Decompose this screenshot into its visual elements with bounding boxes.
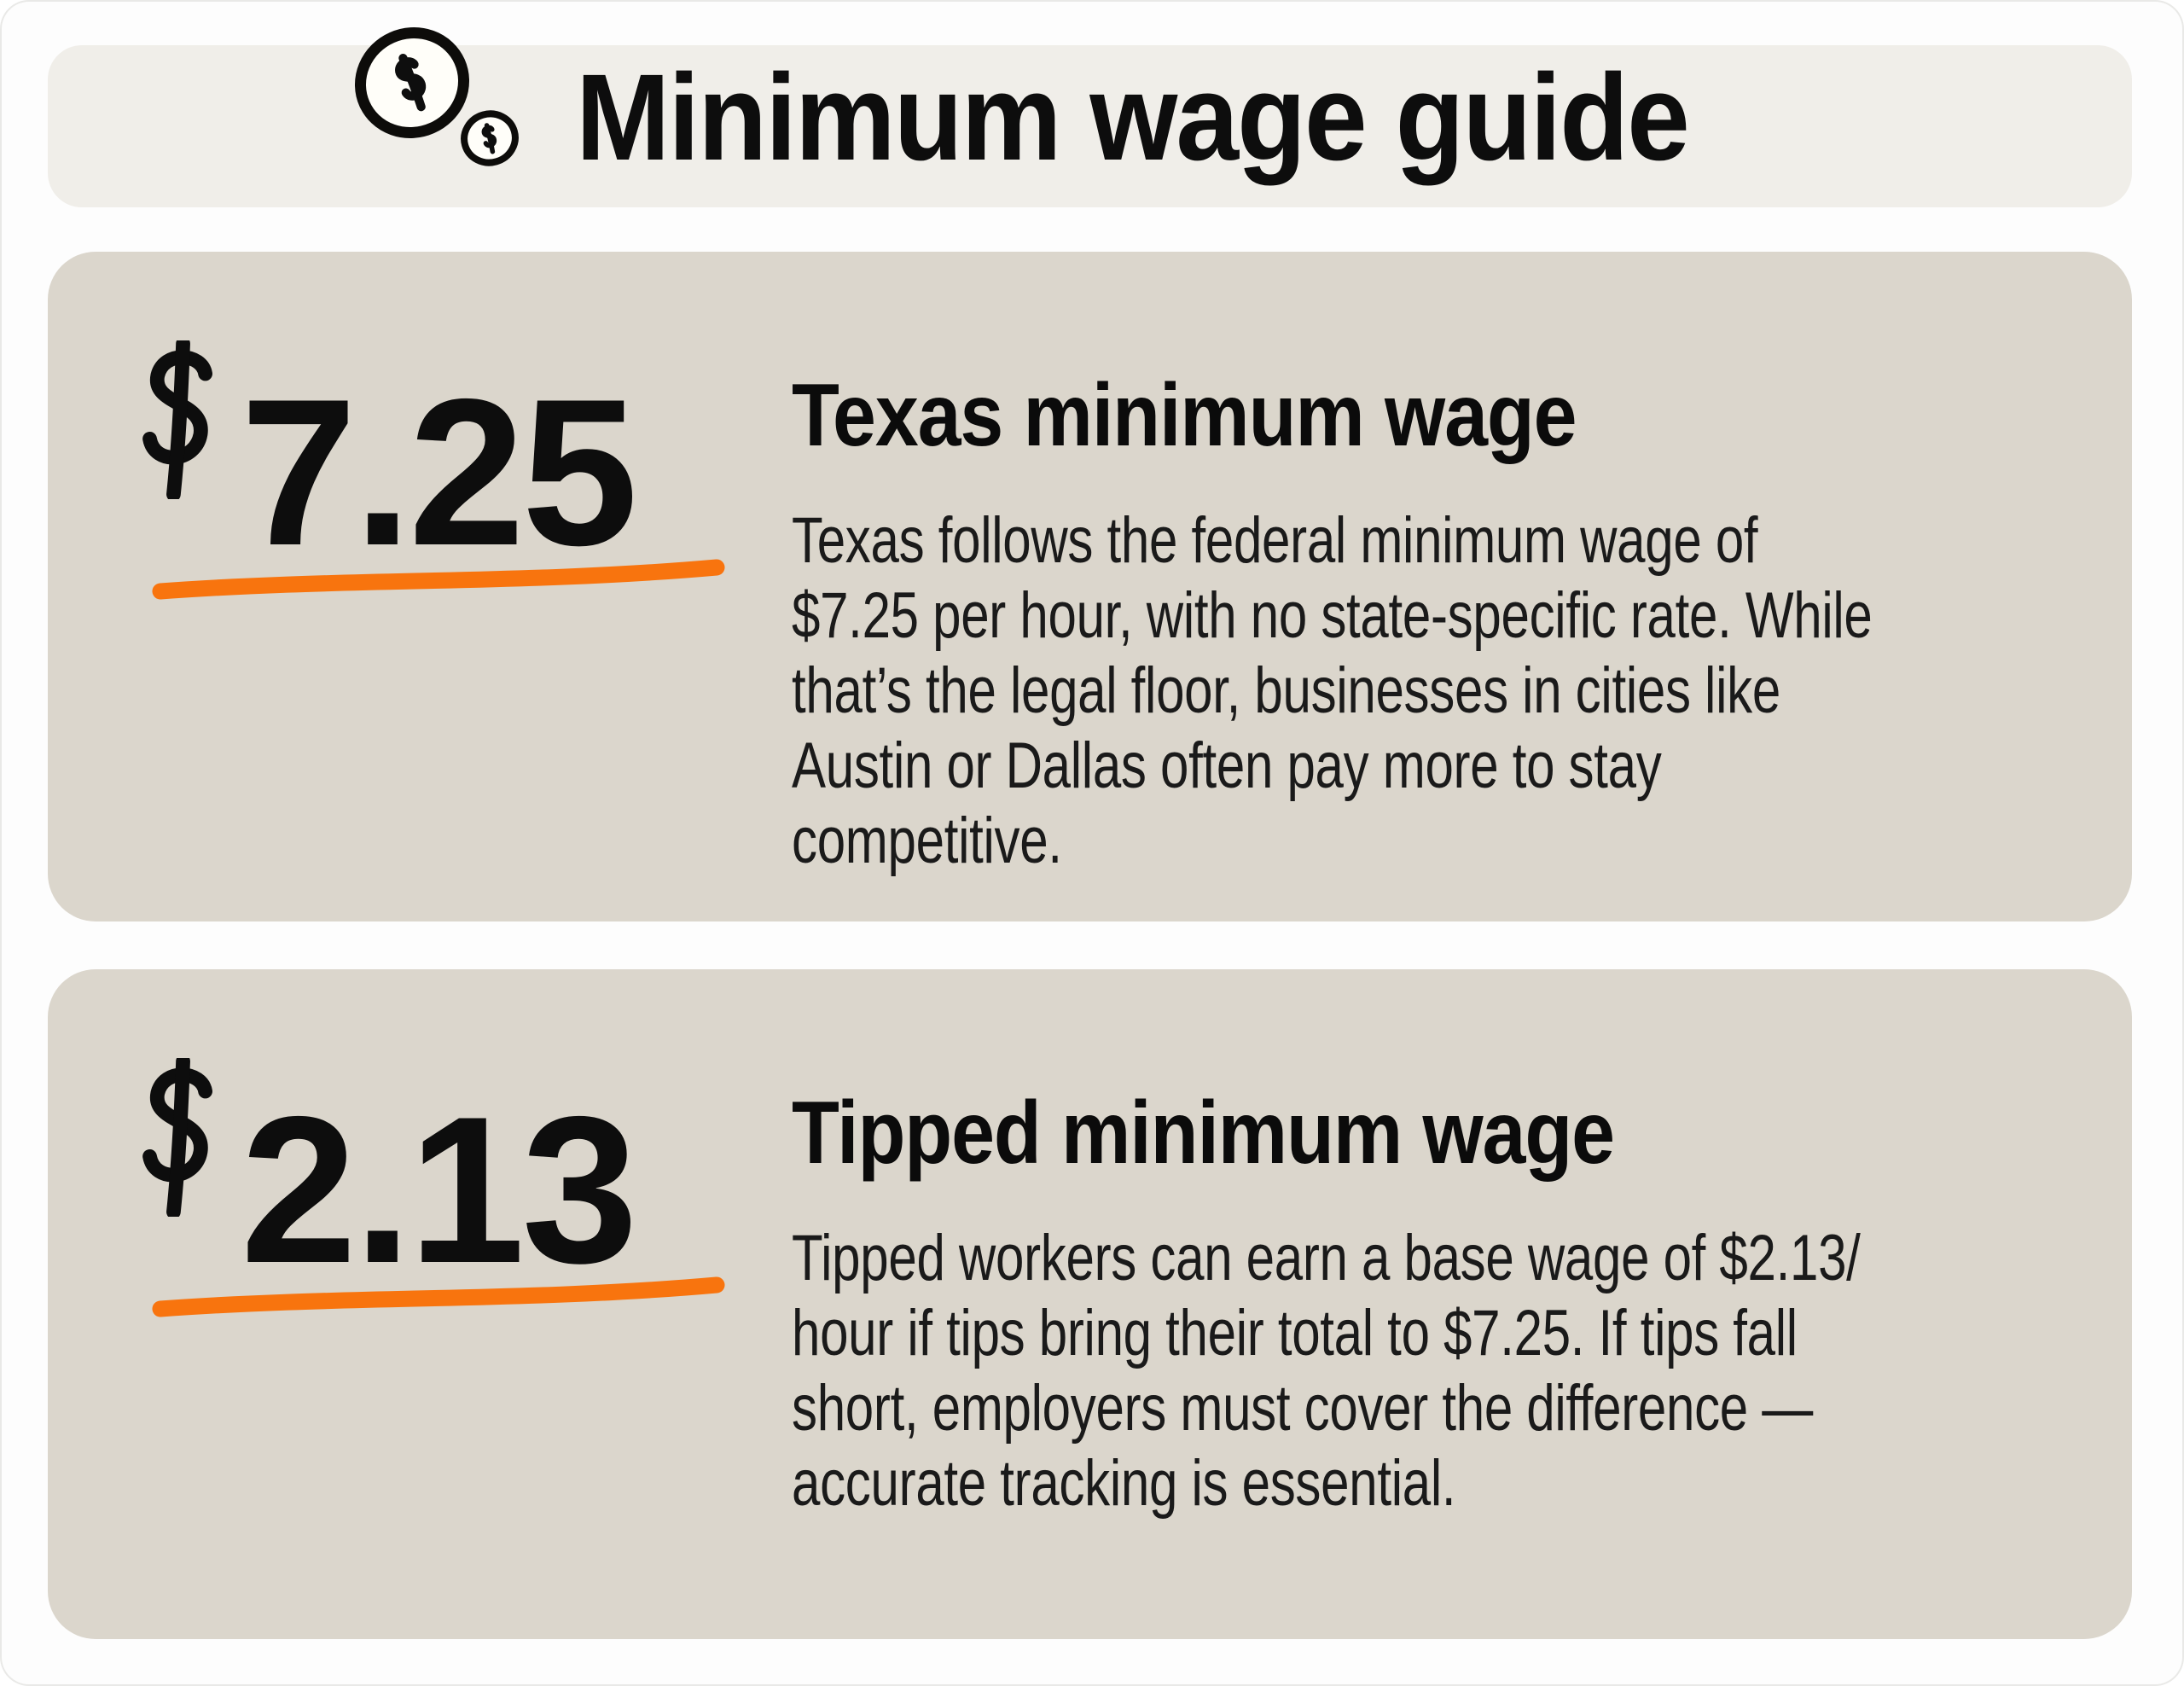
orange-underline	[152, 1276, 725, 1317]
card-body-text: Tipped workers can earn a base wage of $…	[792, 1222, 1861, 1520]
dollar-coins-icon	[354, 26, 519, 166]
wage-amount: 7.25	[241, 355, 638, 589]
wage-amount: 2.13	[241, 1073, 638, 1306]
card-heading: Texas minimum wage	[792, 366, 1577, 465]
card-body-text: Texas follows the federal minimum wage o…	[792, 504, 1873, 877]
card-heading: Tipped minimum wage	[792, 1084, 1615, 1183]
page-title: Minimum wage guide	[576, 49, 1690, 186]
dollar-sign-icon	[148, 1060, 206, 1213]
dollar-sign-icon	[148, 342, 206, 496]
orange-underline	[152, 559, 725, 600]
header-bar: Minimum wage guide	[48, 26, 2132, 207]
card-texas-minimum-wage: 7.25 Texas minimum wage Texas follows th…	[48, 252, 2132, 921]
card-tipped-minimum-wage: 2.13 Tipped minimum wage Tipped workers …	[48, 969, 2132, 1639]
